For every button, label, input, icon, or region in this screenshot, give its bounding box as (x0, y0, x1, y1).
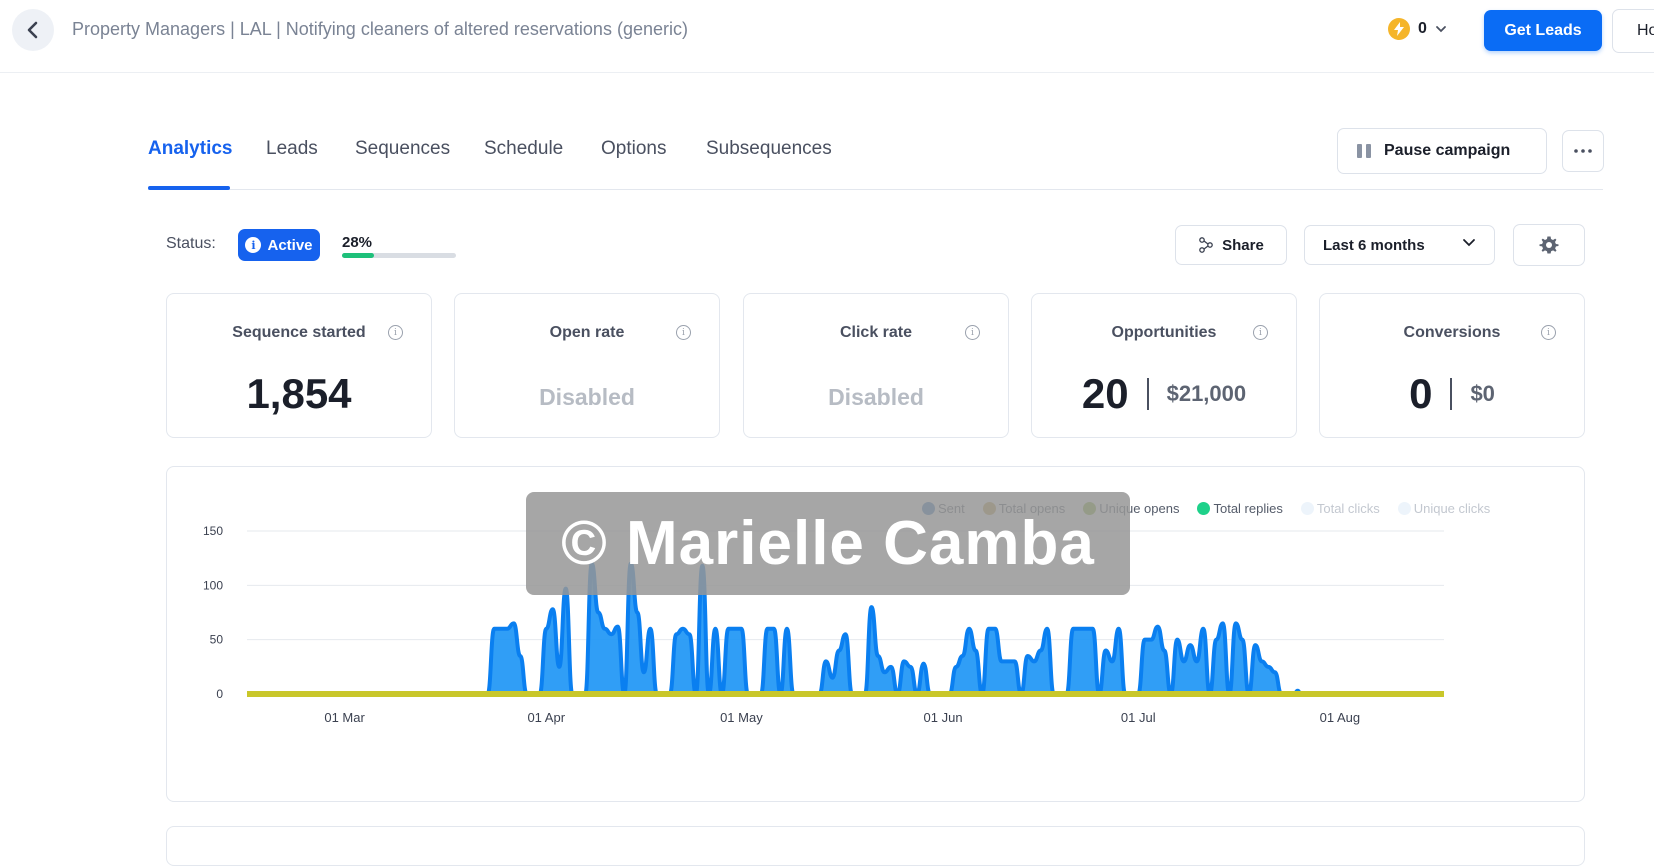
opportunities-amount: $21,000 (1166, 381, 1247, 406)
stat-card-value: Disabled (828, 384, 924, 410)
conversions-amount: $0 (1470, 381, 1495, 406)
status-badge: i Active (238, 229, 320, 261)
x-tick-label: 01 Mar (324, 710, 365, 725)
get-leads-button[interactable]: Get Leads (1484, 10, 1602, 51)
info-icon[interactable]: i (1541, 325, 1556, 340)
chevron-down-icon (1436, 26, 1446, 33)
legend-item[interactable]: Total clicks (1300, 501, 1380, 516)
date-range-value: Last 6 months (1323, 236, 1425, 254)
campaign-tabs: Analytics Leads Sequences Schedule Optio… (148, 128, 1603, 190)
progress-bar-fill (342, 253, 374, 258)
pause-campaign-label: Pause campaign (1384, 142, 1511, 159)
tab-analytics[interactable]: Analytics (148, 138, 233, 159)
pause-icon (1357, 144, 1371, 158)
status-badge-label: Active (267, 236, 313, 254)
info-icon: i (245, 237, 262, 253)
header-menu-button[interactable]: Ho (1612, 9, 1654, 53)
tab-sequences[interactable]: Sequences (355, 138, 451, 159)
share-button[interactable]: Share (1175, 225, 1287, 265)
stat-card-sequence-started: Sequence started i 1,854 (166, 293, 432, 438)
divider (1146, 378, 1149, 410)
stat-card-conversions: Conversions i 0 $0 (1319, 293, 1585, 438)
legend-dot-icon (1397, 502, 1411, 515)
stat-card-title: Opportunities (1111, 324, 1217, 341)
info-icon[interactable]: i (1253, 325, 1268, 340)
chevron-left-icon (27, 21, 38, 39)
progress-bar (342, 253, 456, 258)
status-label: Status: (166, 235, 216, 252)
share-label: Share (1222, 236, 1264, 254)
top-bar: Property Managers | LAL | Notifying clea… (0, 0, 1654, 73)
stat-card-opportunities: Opportunities i 20 $21,000 (1031, 293, 1297, 438)
y-tick-label: 100 (203, 578, 223, 592)
watermark: © Marielle Camba (526, 492, 1130, 595)
pause-campaign-button[interactable]: Pause campaign (1337, 128, 1547, 174)
stat-card-title: Conversions (1403, 324, 1501, 341)
x-tick-label: 01 May (720, 710, 763, 725)
conversions-count: 0 (1409, 370, 1433, 417)
stat-card-value: 0 $0 (1320, 370, 1584, 418)
info-icon[interactable]: i (676, 325, 691, 340)
share-icon (1199, 237, 1213, 253)
y-tick-label: 50 (210, 633, 224, 647)
stat-card-click-rate: Click rate i Disabled (743, 293, 1009, 438)
chart-settings-button[interactable] (1513, 224, 1585, 266)
stat-card-value: Disabled (539, 384, 635, 410)
legend-dot-icon (1197, 502, 1211, 515)
y-tick-label: 150 (203, 524, 223, 538)
divider (1450, 378, 1453, 410)
series-area-sent (247, 563, 1444, 694)
legend-label: Total clicks (1316, 501, 1380, 516)
tab-schedule[interactable]: Schedule (484, 138, 564, 159)
opportunities-count: 20 (1081, 370, 1129, 417)
campaign-breadcrumb: Property Managers | LAL | Notifying clea… (72, 19, 688, 39)
x-tick-label: 01 Apr (527, 710, 565, 725)
stat-card-title: Sequence started (232, 324, 366, 341)
more-options-button[interactable] (1562, 130, 1604, 172)
legend-item[interactable]: Total replies (1197, 501, 1283, 516)
x-tick-label: 01 Aug (1320, 710, 1361, 725)
active-tab-indicator (148, 186, 230, 190)
legend-label: Unique clicks (1413, 501, 1491, 516)
legend-dot-icon (1300, 502, 1314, 515)
legend-item[interactable]: Unique clicks (1397, 501, 1491, 516)
tab-leads[interactable]: Leads (266, 138, 318, 159)
back-button[interactable] (12, 9, 54, 51)
info-icon[interactable]: i (388, 325, 403, 340)
stat-card-title: Click rate (839, 324, 913, 341)
next-section-card (166, 826, 1585, 866)
info-icon[interactable]: i (965, 325, 980, 340)
tab-options[interactable]: Options (601, 138, 667, 159)
chevron-down-icon (1463, 239, 1475, 247)
more-horizontal-icon (1574, 149, 1592, 153)
y-tick-label: 0 (216, 687, 223, 701)
stat-card-value: 20 $21,000 (1032, 370, 1296, 418)
gear-icon (1539, 236, 1559, 254)
stat-card-value: 1,854 (246, 370, 352, 417)
credits-value: 0 (1418, 20, 1427, 37)
credits-dropdown[interactable]: 0 (1388, 18, 1447, 40)
x-tick-label: 01 Jul (1121, 710, 1156, 725)
date-range-select[interactable]: Last 6 months (1304, 225, 1495, 265)
legend-label: Total replies (1213, 501, 1283, 516)
tab-subsequences[interactable]: Subsequences (706, 138, 832, 159)
progress-percent: 28% (342, 234, 373, 251)
stat-card-title: Open rate (549, 324, 625, 341)
x-tick-label: 01 Jun (924, 710, 963, 725)
series-line-sent (246, 561, 1444, 696)
stat-card-open-rate: Open rate i Disabled (454, 293, 720, 438)
lightning-coin-icon (1388, 18, 1410, 40)
